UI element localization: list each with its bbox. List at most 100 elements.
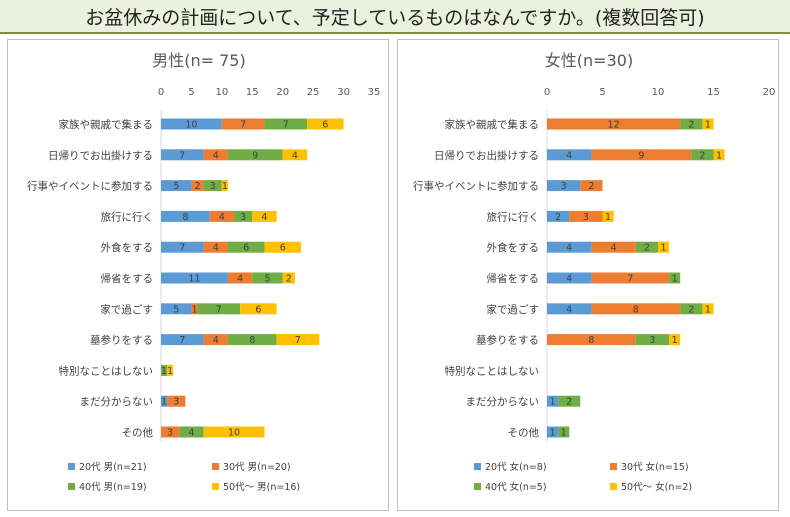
bar-segment [203,241,228,253]
bar-data-label: 3 [167,428,173,439]
category-label: その他 [122,426,154,439]
bar-segment [282,149,308,161]
bar-data-label: 2 [688,304,694,315]
bar-data-label: 8 [182,212,188,223]
bar-segment [161,180,192,192]
bar-data-label: 1 [161,366,167,377]
bar-data-label: 1 [605,212,611,223]
bar-data-label: 7 [240,120,246,131]
bar-data-label: 4 [213,243,219,254]
bar-segment [591,272,670,284]
legend-swatch [68,483,75,490]
bar-segment [713,149,725,161]
bar-segment [591,149,692,161]
bar-segment [221,118,265,130]
bar-segment [547,272,592,284]
category-label: 特別なことはしない [445,365,540,377]
bar-data-label: 5 [264,274,270,285]
bar-segment [161,303,192,315]
category-label: 家で過ごす [486,303,539,316]
bar-data-label: 1 [161,397,167,408]
bar-data-label: 5 [173,304,179,315]
bar-segment [569,210,603,222]
bar-segment [167,395,186,407]
legend-swatch [474,483,481,490]
legend-swatch [474,463,481,470]
bar-segment [558,395,581,407]
x-tick-label: 20 [276,87,289,98]
bar-data-label: 6 [255,304,261,315]
bar-data-label: 9 [252,150,258,161]
bar-data-label: 6 [322,120,328,131]
bar-segment [680,303,703,315]
bar-data-label: 1 [705,304,711,315]
bar-segment [191,180,204,192]
bar-segment [161,395,168,407]
category-label: 外食をする [487,241,540,254]
bar-segment [547,149,592,161]
bar-data-label: 4 [188,428,194,439]
bar-data-label: 3 [210,181,216,192]
bar-data-label: 1 [222,181,228,192]
bar-data-label: 6 [280,243,286,254]
category-label: 旅行に行く [487,210,540,223]
bar-segment [227,241,265,253]
bar-data-label: 7 [295,335,301,346]
bar-segment [197,303,241,315]
bar-segment [227,272,253,284]
bar-data-label: 2 [688,120,694,131]
bar-data-label: 8 [633,304,639,315]
bar-data-label: 3 [561,181,567,192]
category-label: 日帰りでお出掛けする [434,149,539,162]
bar-data-label: 7 [179,243,185,254]
category-label: 家で過ごす [100,303,153,316]
category-label: まだ分からない [466,396,540,408]
legend-label: 50代～ 男(n=16) [223,482,300,493]
bar-segment [691,149,714,161]
x-tick-label: 0 [544,87,550,98]
bar-data-label: 1 [705,120,711,131]
bar-segment [602,210,614,222]
bar-segment [203,180,222,192]
bar-data-label: 1 [561,428,567,439]
bar-data-label: 1 [661,243,667,254]
bar-data-label: 2 [644,243,650,254]
bar-segment [282,272,295,284]
legend-label: 30代 男(n=20) [223,462,291,473]
category-label: 行事やイベントに参加する [413,180,539,193]
bar-segment [203,149,228,161]
bar-segment [240,303,277,315]
bar-data-label: 1 [716,150,722,161]
bar-data-label: 4 [566,304,572,315]
bar-data-label: 2 [286,274,292,285]
bar-data-label: 6 [243,243,249,254]
x-tick-label: 10 [652,87,665,98]
category-label: 特別なことはしない [59,365,154,377]
bar-data-label: 2 [194,181,200,192]
legend-swatch [212,463,219,470]
bar-data-label: 1 [672,335,678,346]
bar-data-label: 10 [185,120,197,131]
bar-segment [161,364,168,376]
bar-segment [191,303,198,315]
x-tick-label: 20 [763,87,776,98]
bar-segment [547,334,636,346]
bar-segment [547,241,592,253]
bar-segment [635,334,670,346]
bar-segment [580,180,603,192]
x-tick-label: 15 [246,87,259,98]
bar-data-label: 4 [213,335,219,346]
x-tick-label: 10 [215,87,228,98]
chart-title: 男性(n= 75) [152,51,245,70]
bar-segment [547,395,559,407]
bar-data-label: 4 [213,150,219,161]
legend-label: 20代 男(n=21) [79,462,147,473]
bar-segment [227,334,277,346]
bar-data-label: 11 [188,274,200,285]
bar-data-label: 2 [566,397,572,408]
bar-data-label: 4 [292,150,298,161]
bar-data-label: 1 [550,397,556,408]
category-label: 帰省をする [487,272,540,285]
